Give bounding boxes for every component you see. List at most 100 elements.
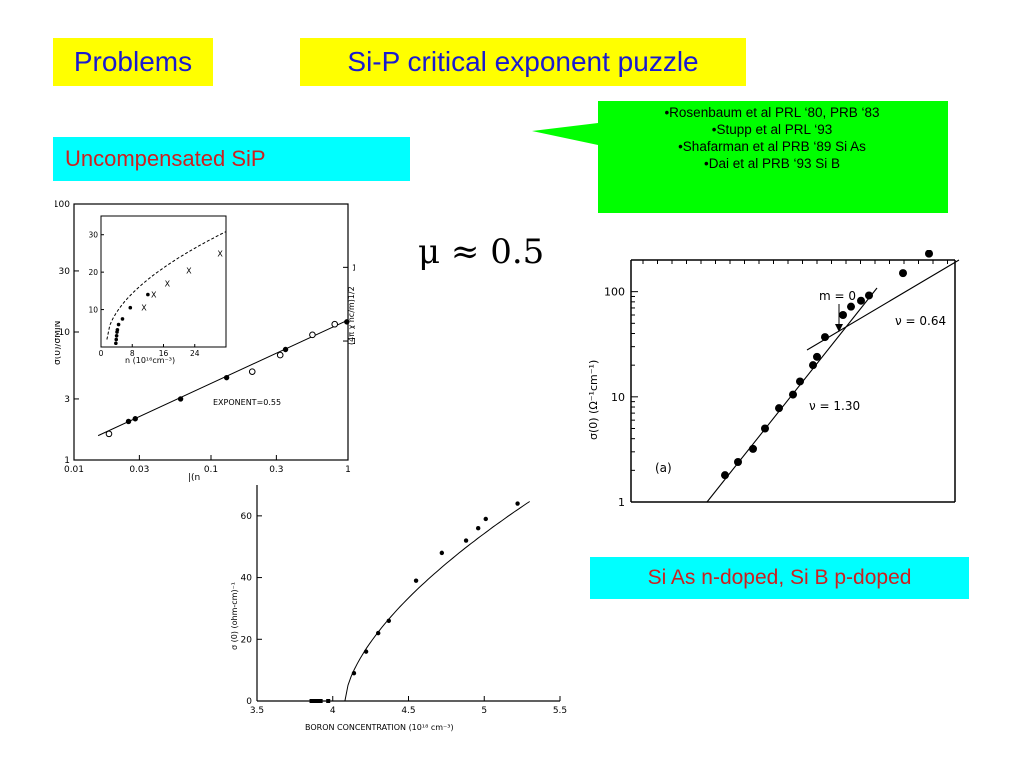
chart1-point-open — [331, 320, 339, 328]
chart1-point-filled — [282, 346, 289, 353]
chart1-xtick-label: 0.03 — [129, 465, 149, 475]
chart3-fit-curve — [344, 501, 530, 702]
inset-cross-marker: X — [165, 279, 171, 288]
chart3-ytick-label: 60 — [241, 512, 253, 522]
inset-ytick-label: 20 — [88, 268, 98, 277]
chart3-zero-point — [318, 699, 323, 703]
inset-cross-marker: X — [217, 249, 223, 258]
reference-item: •Dai et al PRB ‘93 Si B — [703, 156, 841, 171]
chart3-point — [363, 649, 369, 654]
formula: μ ≈ 0.5 — [418, 232, 545, 272]
chart3-point — [439, 550, 445, 556]
chart2-ytick-label: 10 — [611, 391, 625, 404]
chart1-ytick-label: 100 — [55, 200, 70, 210]
chart1-point-filled — [125, 418, 132, 425]
chart3-xtick-label: 4.5 — [401, 706, 415, 716]
chart2-point — [775, 404, 783, 413]
sib-chart: 3.5 4 4.5 5 5.5 0 20 40 60 BORON CONCENTRATION (… — [230, 485, 567, 732]
inset-xtick-label: 24 — [190, 349, 200, 358]
inset-cross-marker: X — [186, 266, 192, 275]
reference-item: •Stupp et al PRL ‘93 — [711, 122, 833, 137]
chart3-point — [376, 630, 381, 636]
chart3-point — [351, 671, 357, 676]
chart1-xlabel-fragment: |(n — [188, 473, 200, 483]
chart3-point — [475, 526, 481, 531]
chart2-point — [821, 333, 829, 342]
inset-dashed-curve — [106, 231, 227, 340]
chart2-point — [839, 310, 847, 319]
chart1-fit-line — [97, 319, 349, 437]
references-callout — [532, 101, 948, 213]
chart2-point — [809, 361, 817, 370]
chart3-point — [515, 501, 520, 506]
chart3-point — [413, 578, 419, 583]
chart1-ytick-label: 1 — [64, 456, 70, 466]
chart3-zero-point — [312, 699, 317, 703]
inset-point — [115, 327, 120, 332]
chart2-annotation-nu064: ν = 0.64 — [895, 314, 946, 328]
chart2-point — [847, 302, 855, 311]
inset-ytick-label: 30 — [88, 231, 98, 240]
inset-point — [114, 341, 118, 346]
chart3-point — [483, 516, 488, 522]
chart3-ylabel: σ (0) (ohm-cm)⁻¹ — [230, 582, 239, 650]
chart2-point — [734, 458, 742, 467]
chart2-panel-label: (a) — [655, 461, 672, 475]
chart1-ytick-label: 3 — [64, 395, 70, 405]
inset-cross-marker: X — [141, 304, 147, 313]
chart2-fit-shallow — [806, 259, 960, 351]
chart3-ytick-label: 0 — [246, 697, 252, 707]
chart3-xtick-label: 4 — [330, 706, 336, 716]
chart1-point-open — [276, 351, 284, 359]
chart3-xtick-label: 5.5 — [553, 706, 567, 716]
chart1-right-ylabel: (4π χ nc/m)1/2 — [347, 286, 355, 345]
chart2-point — [865, 291, 873, 300]
inset-xtick-label: 0 — [99, 349, 104, 358]
references-list: •Rosenbaum et al PRL ‘80, PRB ‘83 •Stupp… — [598, 104, 946, 172]
chart1-annotation: EXPONENT=0.55 — [213, 398, 281, 407]
inset-ytick-label: 10 — [88, 306, 98, 315]
chart1-right-tick-label: 1 — [352, 263, 355, 272]
chart1-point-filled — [344, 319, 350, 325]
chart1-xtick-label: 0.01 — [64, 465, 84, 475]
reference-item: •Shafarman et al PRB ‘89 Si As — [678, 139, 866, 154]
inset-point — [128, 305, 133, 310]
chart1-point-open — [105, 430, 113, 438]
inset-xtick-label: 8 — [130, 349, 135, 358]
chart2-ylabel: σ(0) (Ω⁻¹cm⁻¹) — [587, 360, 600, 440]
problems-label: Problems — [53, 38, 213, 86]
chart3-xtick-label: 5 — [481, 706, 487, 716]
chart3-zero-point — [315, 699, 320, 703]
chart1-xtick-label: 0.3 — [269, 465, 283, 475]
chart1-point-open — [248, 368, 256, 375]
chart3-ytick-label: 20 — [241, 635, 253, 645]
chart2-annotation-nu130: ν = 1.30 — [809, 399, 860, 413]
chart2-point — [899, 269, 907, 278]
bottom-label: Si As n-doped, Si B p-doped — [590, 557, 969, 599]
chart3-point — [463, 538, 469, 543]
reference-item: •Rosenbaum et al PRL ‘80, PRB ‘83 — [664, 105, 880, 120]
chart3-xlabel: BORON CONCENTRATION (10¹⁸ cm⁻³) — [305, 723, 454, 732]
inset-xtick-label: 16 — [159, 349, 169, 358]
chart1-ytick-label: 10 — [59, 328, 71, 338]
chart1-right-tick-label: 10⁻¹ — [352, 337, 355, 346]
sias-chart: 1 10 100 σ(0) (Ω⁻¹cm⁻¹) (a) m = 0 ν = 0.64… — [587, 250, 960, 509]
chart2-point — [721, 471, 729, 480]
chart3-xtick-label: 3.5 — [250, 706, 264, 716]
inset-xlabel: n (10¹⁶cm⁻³) — [125, 356, 175, 365]
chart3-zero-point — [326, 699, 331, 703]
chart2-ytick-label: 1 — [618, 496, 625, 509]
slide-title: Si-P critical exponent puzzle — [300, 38, 746, 86]
inset-point — [114, 337, 119, 342]
inset-point — [146, 292, 150, 297]
chart2-arrowhead — [835, 324, 843, 332]
chart2-point — [857, 296, 865, 305]
chart1-point-filled — [223, 374, 230, 381]
chart1-xtick-label: 0.1 — [204, 465, 218, 475]
chart1-ylabel: σ(0)/σMIN — [55, 321, 63, 365]
chart2-point — [789, 390, 797, 399]
chart2-point — [796, 377, 804, 386]
chart3-ytick-label: 40 — [241, 574, 253, 584]
chart2-point — [925, 250, 933, 258]
